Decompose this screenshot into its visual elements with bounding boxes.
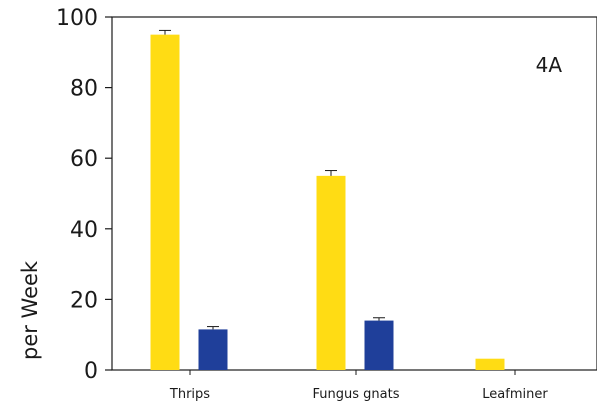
y-axis-label: per Week [18,260,42,360]
bar [150,34,180,371]
bar [364,320,394,370]
y-tick-label: 100 [56,6,98,31]
y-tick-label: 80 [70,77,98,102]
x-axis: Thrips Fungus gnats Leafminer [169,370,548,402]
x-tick-label: Thrips [169,387,210,402]
bar [316,175,346,370]
y-tick-label: 40 [70,218,98,243]
y-tick-label: 0 [84,359,98,384]
y-tick-label: 20 [70,288,98,313]
bar [475,358,505,370]
panel-label: 4A [536,53,563,77]
bar [198,329,228,370]
bars [150,29,505,371]
x-tick-label: Fungus gnats [313,387,400,402]
x-tick-label: Leafminer [482,387,548,402]
y-tick-label: 60 [70,147,98,172]
y-axis: 0 20 40 60 80 100 [56,6,112,384]
plot-frame [111,16,597,371]
